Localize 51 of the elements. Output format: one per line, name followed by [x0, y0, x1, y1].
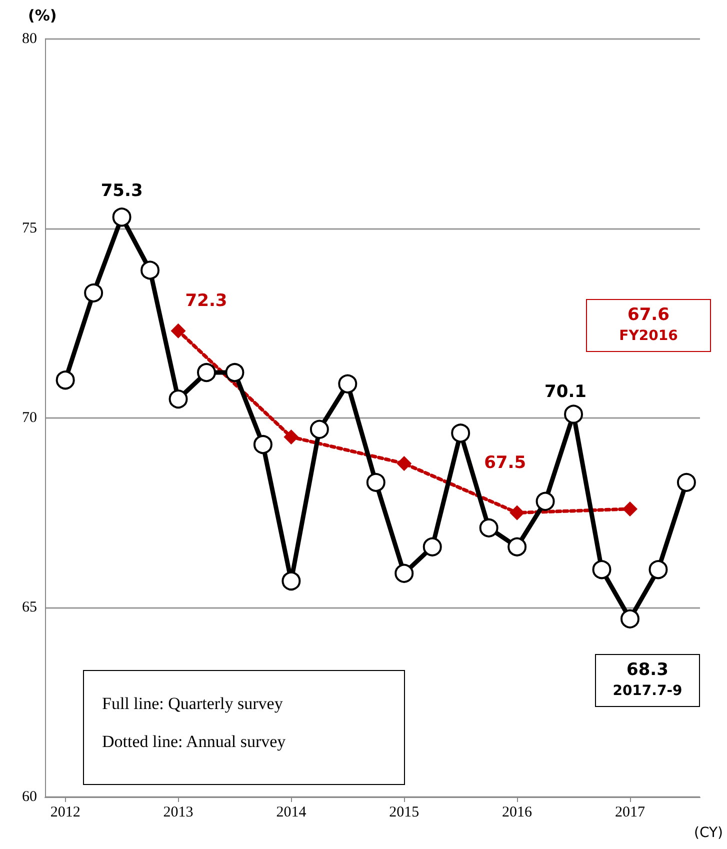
point: [394, 564, 414, 583]
point: [310, 420, 329, 439]
point: [225, 363, 244, 382]
y-tick-label: 70: [22, 410, 37, 426]
y-axis-title: (%): [28, 6, 57, 24]
point: [84, 283, 104, 302]
point: [564, 404, 584, 424]
point: [168, 390, 188, 409]
note-box: 68.3 2017.7-9: [595, 654, 700, 707]
point: [592, 560, 612, 580]
point: [282, 571, 301, 590]
point: [366, 472, 386, 492]
x-tick-label: 2017: [614, 804, 646, 820]
point: [622, 501, 638, 516]
point: [422, 537, 442, 556]
point: [510, 505, 525, 520]
annotation: 67.6 FY2016: [619, 304, 678, 346]
annotation: 68.3 2017.7-9: [612, 660, 682, 700]
point: [648, 560, 668, 580]
point: [676, 472, 696, 492]
note-box: 67.6 FY2016: [586, 299, 711, 352]
point: [536, 492, 555, 511]
annotation: 75.3: [100, 181, 143, 202]
point: [620, 609, 640, 628]
x-tick-label: 2013: [163, 804, 194, 820]
point: [479, 518, 498, 538]
y-tick-label: 80: [22, 31, 37, 47]
point: [338, 374, 358, 394]
x-tick-label: 2015: [389, 804, 420, 820]
x-tick-label: 2012: [50, 804, 80, 820]
point: [170, 323, 186, 338]
annotation: 67.5: [484, 452, 526, 473]
point: [508, 537, 527, 556]
point: [253, 435, 272, 454]
annotation: Full line: Quarterly survey Dotted line: Annual survey: [102, 693, 286, 753]
point: [451, 424, 470, 443]
y-tick-label: 65: [22, 600, 37, 616]
point: [284, 429, 299, 444]
point: [56, 370, 75, 390]
point: [112, 208, 132, 227]
point: [140, 260, 160, 280]
y-tick-label: 75: [22, 220, 37, 236]
point: [396, 456, 412, 471]
note-box: Full line: Quarterly survey Dotted line: Annual survey: [83, 670, 405, 785]
y-tick-label: 60: [22, 789, 37, 805]
annotation: 72.3: [185, 290, 228, 311]
annotation: 70.1: [544, 382, 586, 402]
x-axis-title: (CY): [694, 825, 724, 841]
point: [197, 363, 216, 382]
x-tick-label: 2014: [276, 804, 307, 820]
x-tick-label: 2016: [502, 804, 533, 820]
